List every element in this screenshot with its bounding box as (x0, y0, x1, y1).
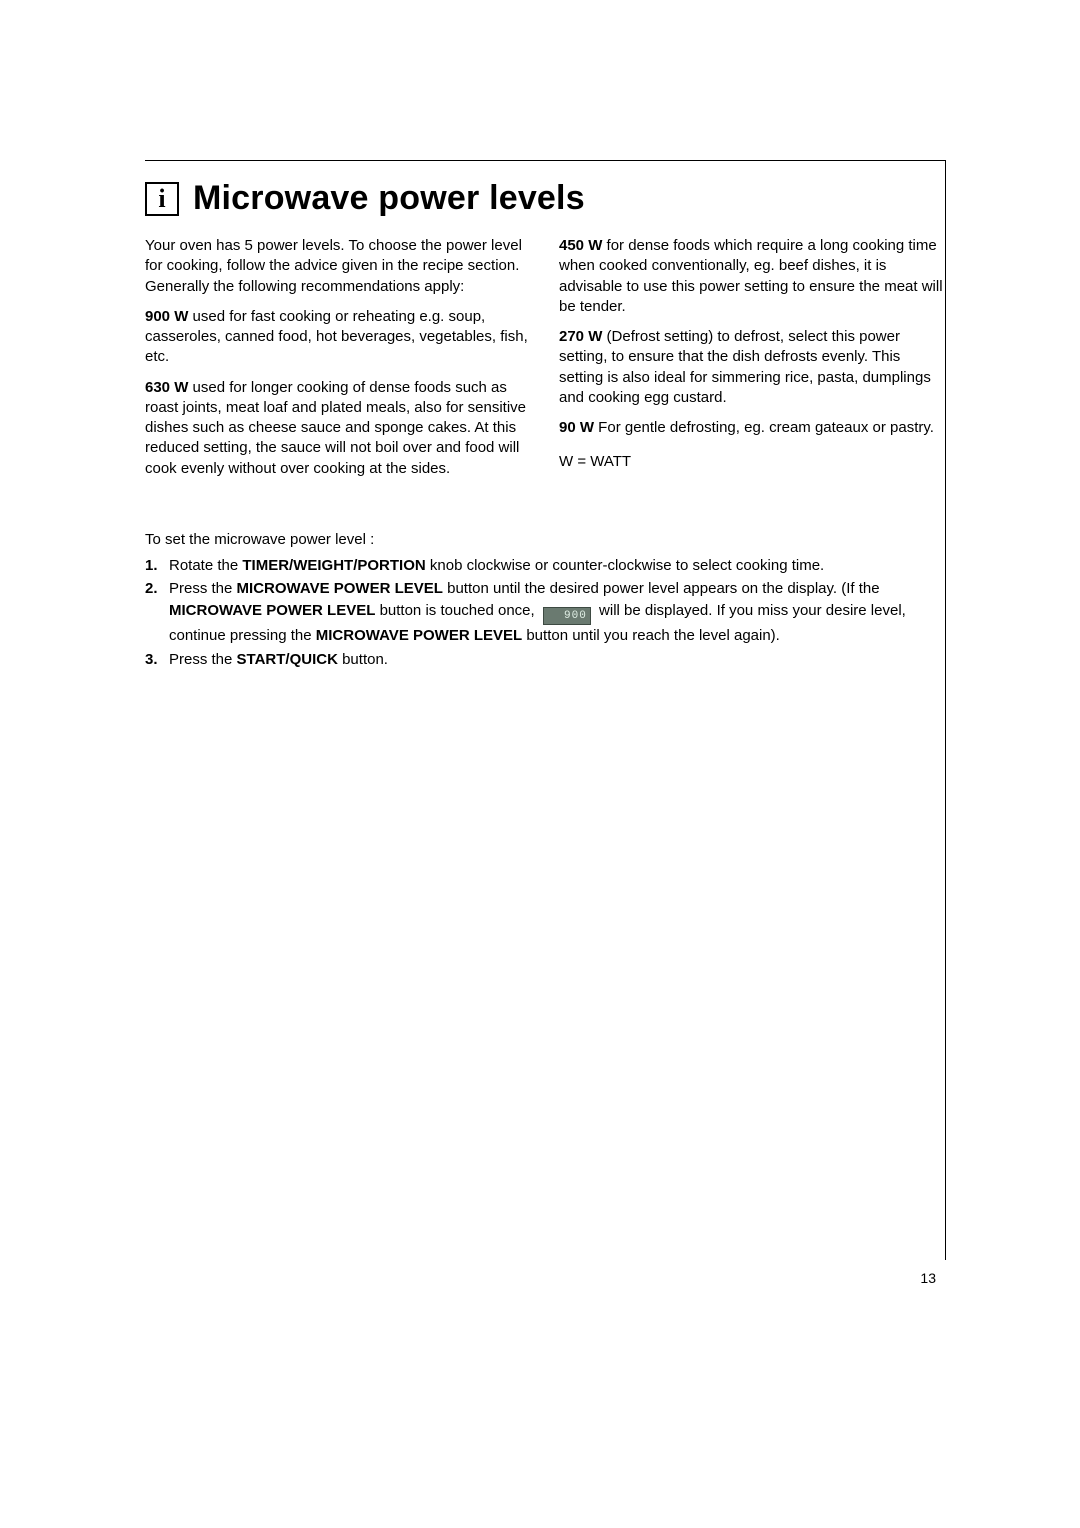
level-630-text: used for longer cooking of dense foods s… (145, 379, 526, 477)
level-90-text: For gentle defrosting, eg. cream gateaux… (594, 419, 934, 436)
level-630: 630 W used for longer cooking of dense f… (145, 378, 531, 479)
step-3-body: Press the START/QUICK button. (169, 649, 945, 671)
level-450-text: for dense foods which require a long coo… (559, 237, 943, 315)
watt-note: W = WATT (559, 452, 945, 472)
display-chip-icon: 900 (543, 607, 591, 625)
level-900: 900 W used for fast cooking or reheating… (145, 307, 531, 368)
level-270-label: 270 W (559, 328, 602, 345)
heading-row: i Microwave power levels (145, 179, 945, 218)
level-900-text: used for fast cooking or reheating e.g. … (145, 308, 528, 366)
level-90-label: 90 W (559, 419, 594, 436)
step-2-number: 2. (145, 578, 163, 647)
page-content: i Microwave power levels Your oven has 5… (145, 160, 945, 673)
level-90: 90 W For gentle defrosting, eg. cream ga… (559, 418, 945, 438)
step-1-body: Rotate the TIMER/WEIGHT/PORTION knob clo… (169, 555, 945, 577)
page-title: Microwave power levels (193, 179, 585, 218)
left-column: Your oven has 5 power levels. To choose … (145, 236, 531, 489)
instructions-block: To set the microwave power level : 1. Ro… (145, 529, 945, 671)
level-270: 270 W (Defrost setting) to defrost, sele… (559, 327, 945, 408)
step-3-number: 3. (145, 649, 163, 671)
level-630-label: 630 W (145, 379, 188, 396)
step-1-number: 1. (145, 555, 163, 577)
step-2: 2. Press the MICROWAVE POWER LEVEL butto… (145, 578, 945, 647)
step-1: 1. Rotate the TIMER/WEIGHT/PORTION knob … (145, 555, 945, 577)
instructions-intro: To set the microwave power level : (145, 529, 945, 551)
step-2-body: Press the MICROWAVE POWER LEVEL button u… (169, 578, 945, 647)
instructions-steps: 1. Rotate the TIMER/WEIGHT/PORTION knob … (145, 555, 945, 671)
step-3: 3. Press the START/QUICK button. (145, 649, 945, 671)
page-right-rule (945, 160, 946, 1260)
level-450-label: 450 W (559, 237, 602, 254)
level-900-label: 900 W (145, 308, 188, 325)
right-column: 450 W for dense foods which require a lo… (559, 236, 945, 489)
page-number: 13 (920, 1270, 936, 1286)
level-270-text: (Defrost setting) to defrost, select thi… (559, 328, 931, 406)
power-levels-columns: Your oven has 5 power levels. To choose … (145, 236, 945, 489)
level-450: 450 W for dense foods which require a lo… (559, 236, 945, 317)
info-icon: i (145, 182, 179, 216)
intro-paragraph: Your oven has 5 power levels. To choose … (145, 236, 531, 297)
